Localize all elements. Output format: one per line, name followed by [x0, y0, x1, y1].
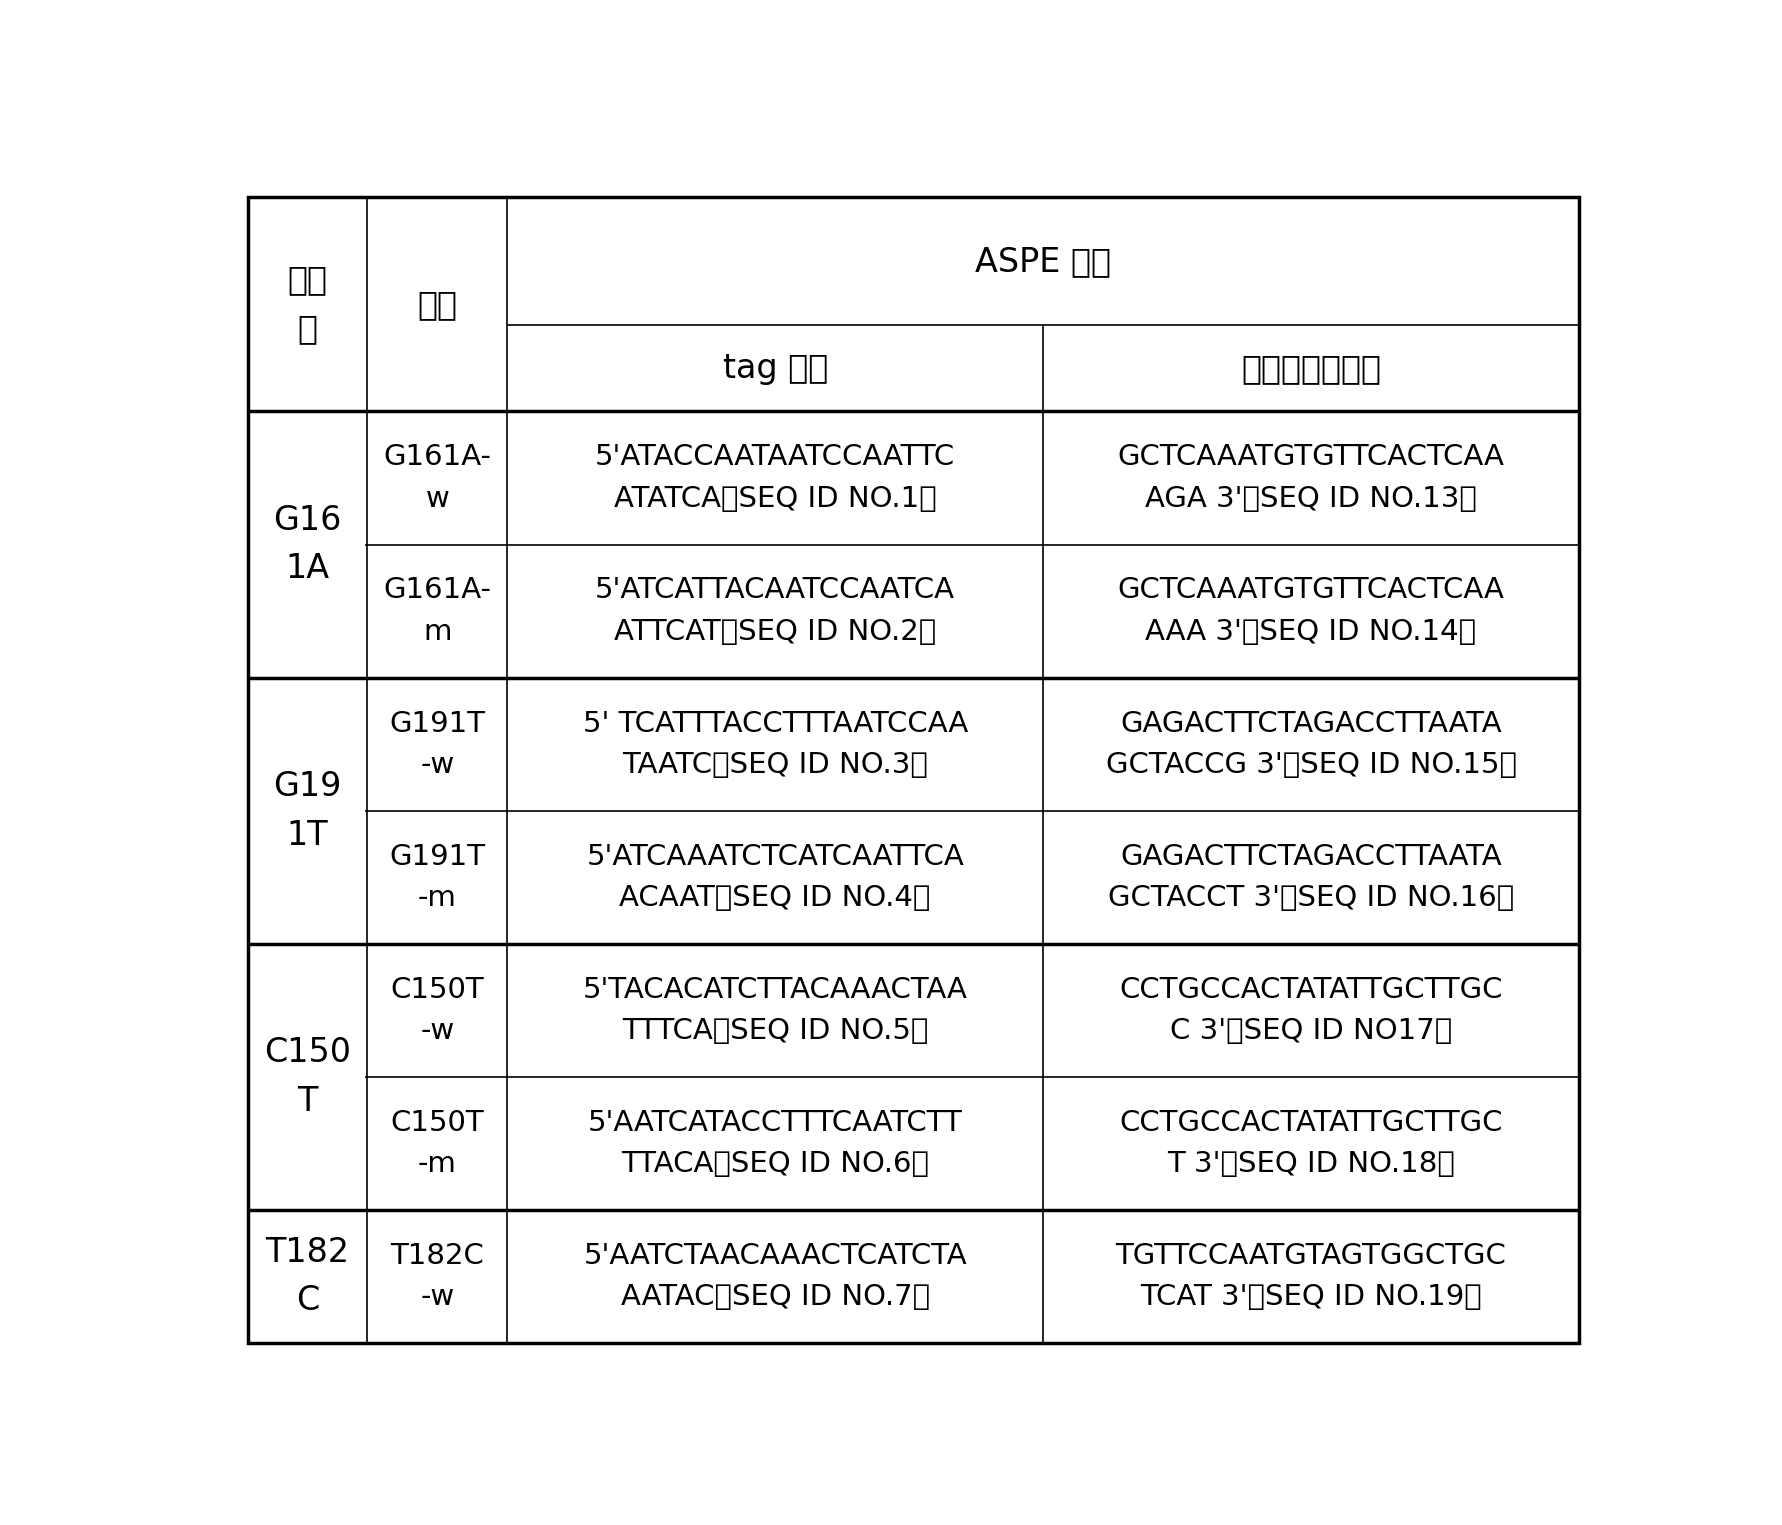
- Text: 5'AATCTAACAAACTCATCTA
AATAC（SEQ ID NO.7）: 5'AATCTAACAAACTCATCTA AATAC（SEQ ID NO.7）: [583, 1241, 968, 1312]
- Text: tag 序列: tag 序列: [722, 352, 829, 384]
- Text: 基因
型: 基因 型: [287, 264, 328, 345]
- Text: CCTGCCACTATATTGCTTGC
T 3'（SEQ ID NO.18）: CCTGCCACTATATTGCTTGC T 3'（SEQ ID NO.18）: [1119, 1109, 1502, 1179]
- Text: 5'ATCATTACAATCCAATCA
ATTCAT（SEQ ID NO.2）: 5'ATCATTACAATCCAATCA ATTCAT（SEQ ID NO.2）: [595, 576, 955, 645]
- Text: TGTTCCAATGTAGTGGCTGC
TCAT 3'（SEQ ID NO.19）: TGTTCCAATGTAGTGGCTGC TCAT 3'（SEQ ID NO.1…: [1116, 1241, 1506, 1312]
- Text: 5'TACACATCTTACAAACTAA
TTTCA（SEQ ID NO.5）: 5'TACACATCTTACAAACTAA TTTCA（SEQ ID NO.5）: [583, 976, 968, 1045]
- Text: G191T
-w: G191T -w: [388, 709, 485, 779]
- Text: C150T
-m: C150T -m: [390, 1109, 485, 1179]
- Text: G161A-
m: G161A- m: [383, 576, 492, 645]
- Text: 特异性引物序列: 特异性引物序列: [1240, 352, 1381, 384]
- Text: CCTGCCACTATATTGCTTGC
C 3'（SEQ ID NO17）: CCTGCCACTATATTGCTTGC C 3'（SEQ ID NO17）: [1119, 976, 1502, 1045]
- Text: C150T
-w: C150T -w: [390, 976, 485, 1045]
- Text: T182C
-w: T182C -w: [390, 1241, 485, 1312]
- Text: G19
1T: G19 1T: [273, 770, 342, 851]
- Text: GCTCAAATGTGTTCACTCAA
AAA 3'（SEQ ID NO.14）: GCTCAAATGTGTTCACTCAA AAA 3'（SEQ ID NO.14…: [1117, 576, 1504, 645]
- Text: GCTCAAATGTGTTCACTCAA
AGA 3'（SEQ ID NO.13）: GCTCAAATGTGTTCACTCAA AGA 3'（SEQ ID NO.13…: [1117, 444, 1504, 512]
- Text: 5'ATACCAATAATCCAATTC
ATATCA（SEQ ID NO.1）: 5'ATACCAATAATCCAATTC ATATCA（SEQ ID NO.1）: [595, 444, 955, 512]
- Text: 类型: 类型: [417, 288, 458, 320]
- Text: G191T
-m: G191T -m: [388, 843, 485, 912]
- Text: G161A-
w: G161A- w: [383, 444, 492, 512]
- Text: C150
T: C150 T: [264, 1035, 351, 1118]
- Text: T182
C: T182 C: [266, 1235, 349, 1318]
- Text: GAGACTTCTAGACCTTAATA
GCTACCG 3'（SEQ ID NO.15）: GAGACTTCTAGACCTTAATA GCTACCG 3'（SEQ ID N…: [1105, 709, 1516, 779]
- Text: 5' TCATTTACCTTTAATCCAA
TAATC（SEQ ID NO.3）: 5' TCATTTACCTTTAATCCAA TAATC（SEQ ID NO.3…: [583, 709, 968, 779]
- Text: 5'ATCAAATCTCATCAATTCA
ACAAT（SEQ ID NO.4）: 5'ATCAAATCTCATCAATTCA ACAAT（SEQ ID NO.4）: [586, 843, 964, 912]
- Text: ASPE 引物: ASPE 引物: [975, 246, 1112, 278]
- Text: 5'AATCATACCTTTCAATCTT
TTACA（SEQ ID NO.6）: 5'AATCATACCTTTCAATCTT TTACA（SEQ ID NO.6）: [588, 1109, 962, 1179]
- Text: G16
1A: G16 1A: [273, 503, 342, 586]
- Text: GAGACTTCTAGACCTTAATA
GCTACCT 3'（SEQ ID NO.16）: GAGACTTCTAGACCTTAATA GCTACCT 3'（SEQ ID N…: [1108, 843, 1515, 912]
